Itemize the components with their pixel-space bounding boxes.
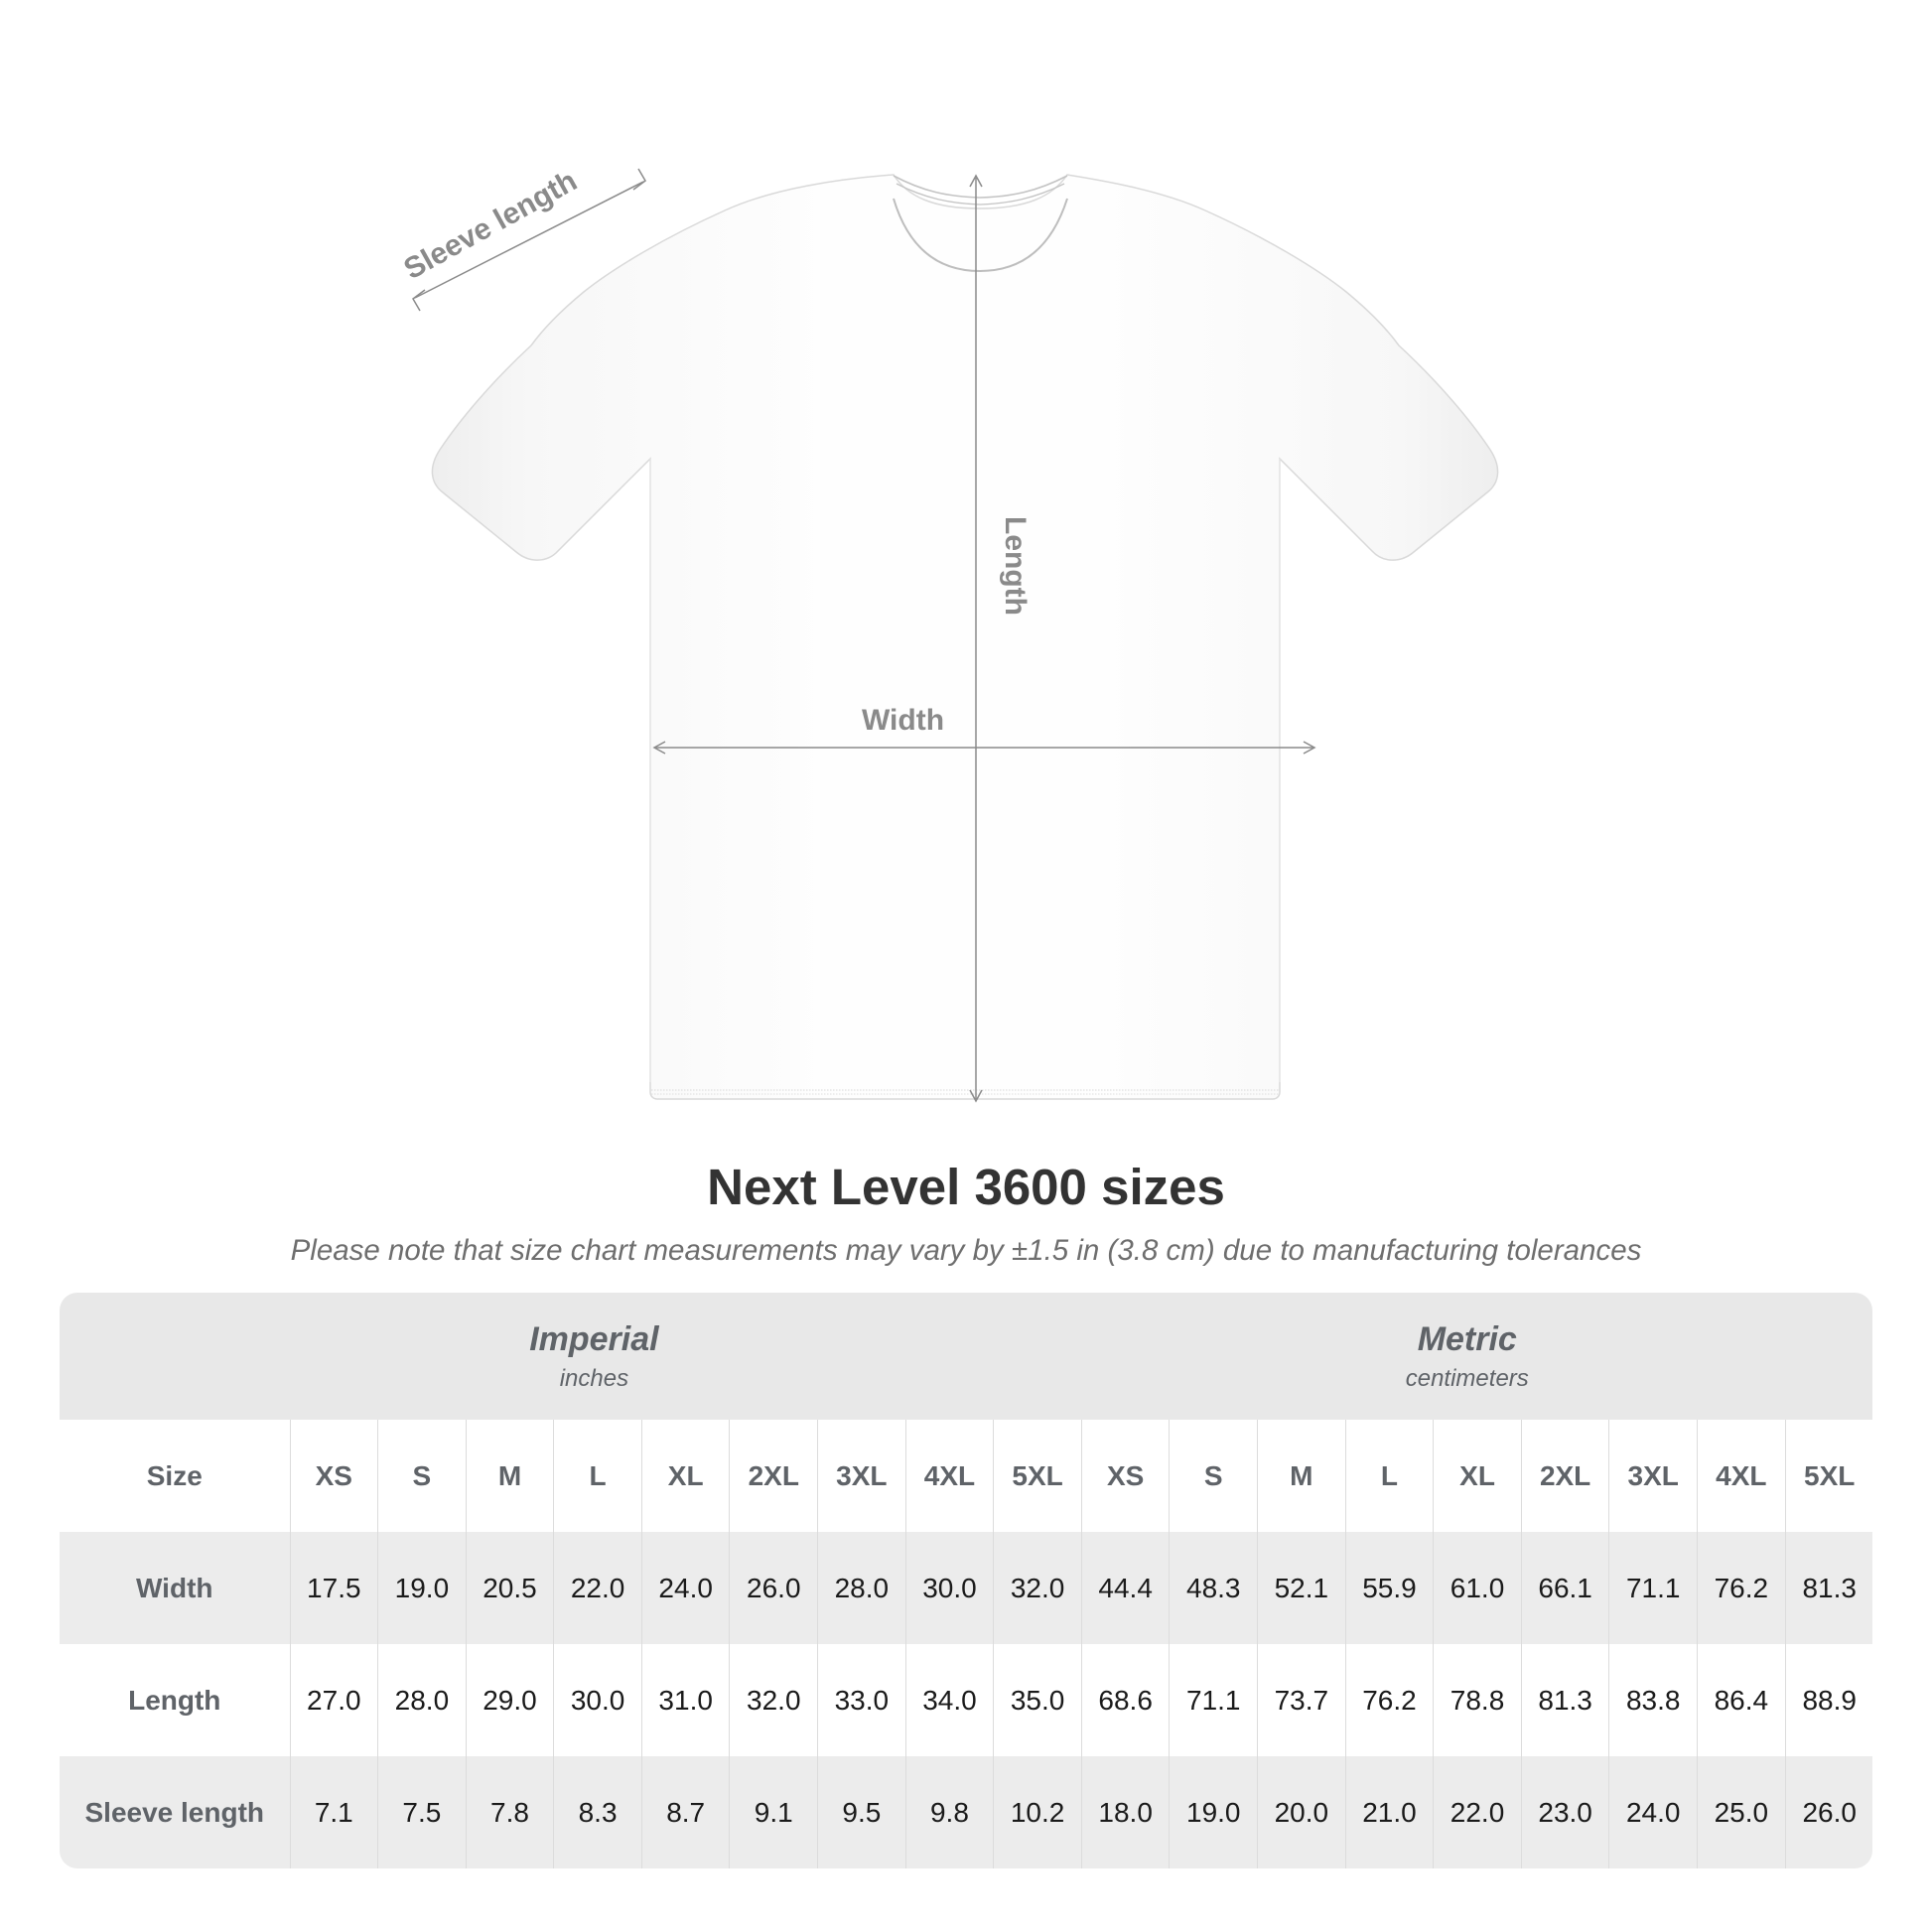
svg-text:Length: Length [999,516,1032,616]
svg-text:Width: Width [862,704,944,737]
